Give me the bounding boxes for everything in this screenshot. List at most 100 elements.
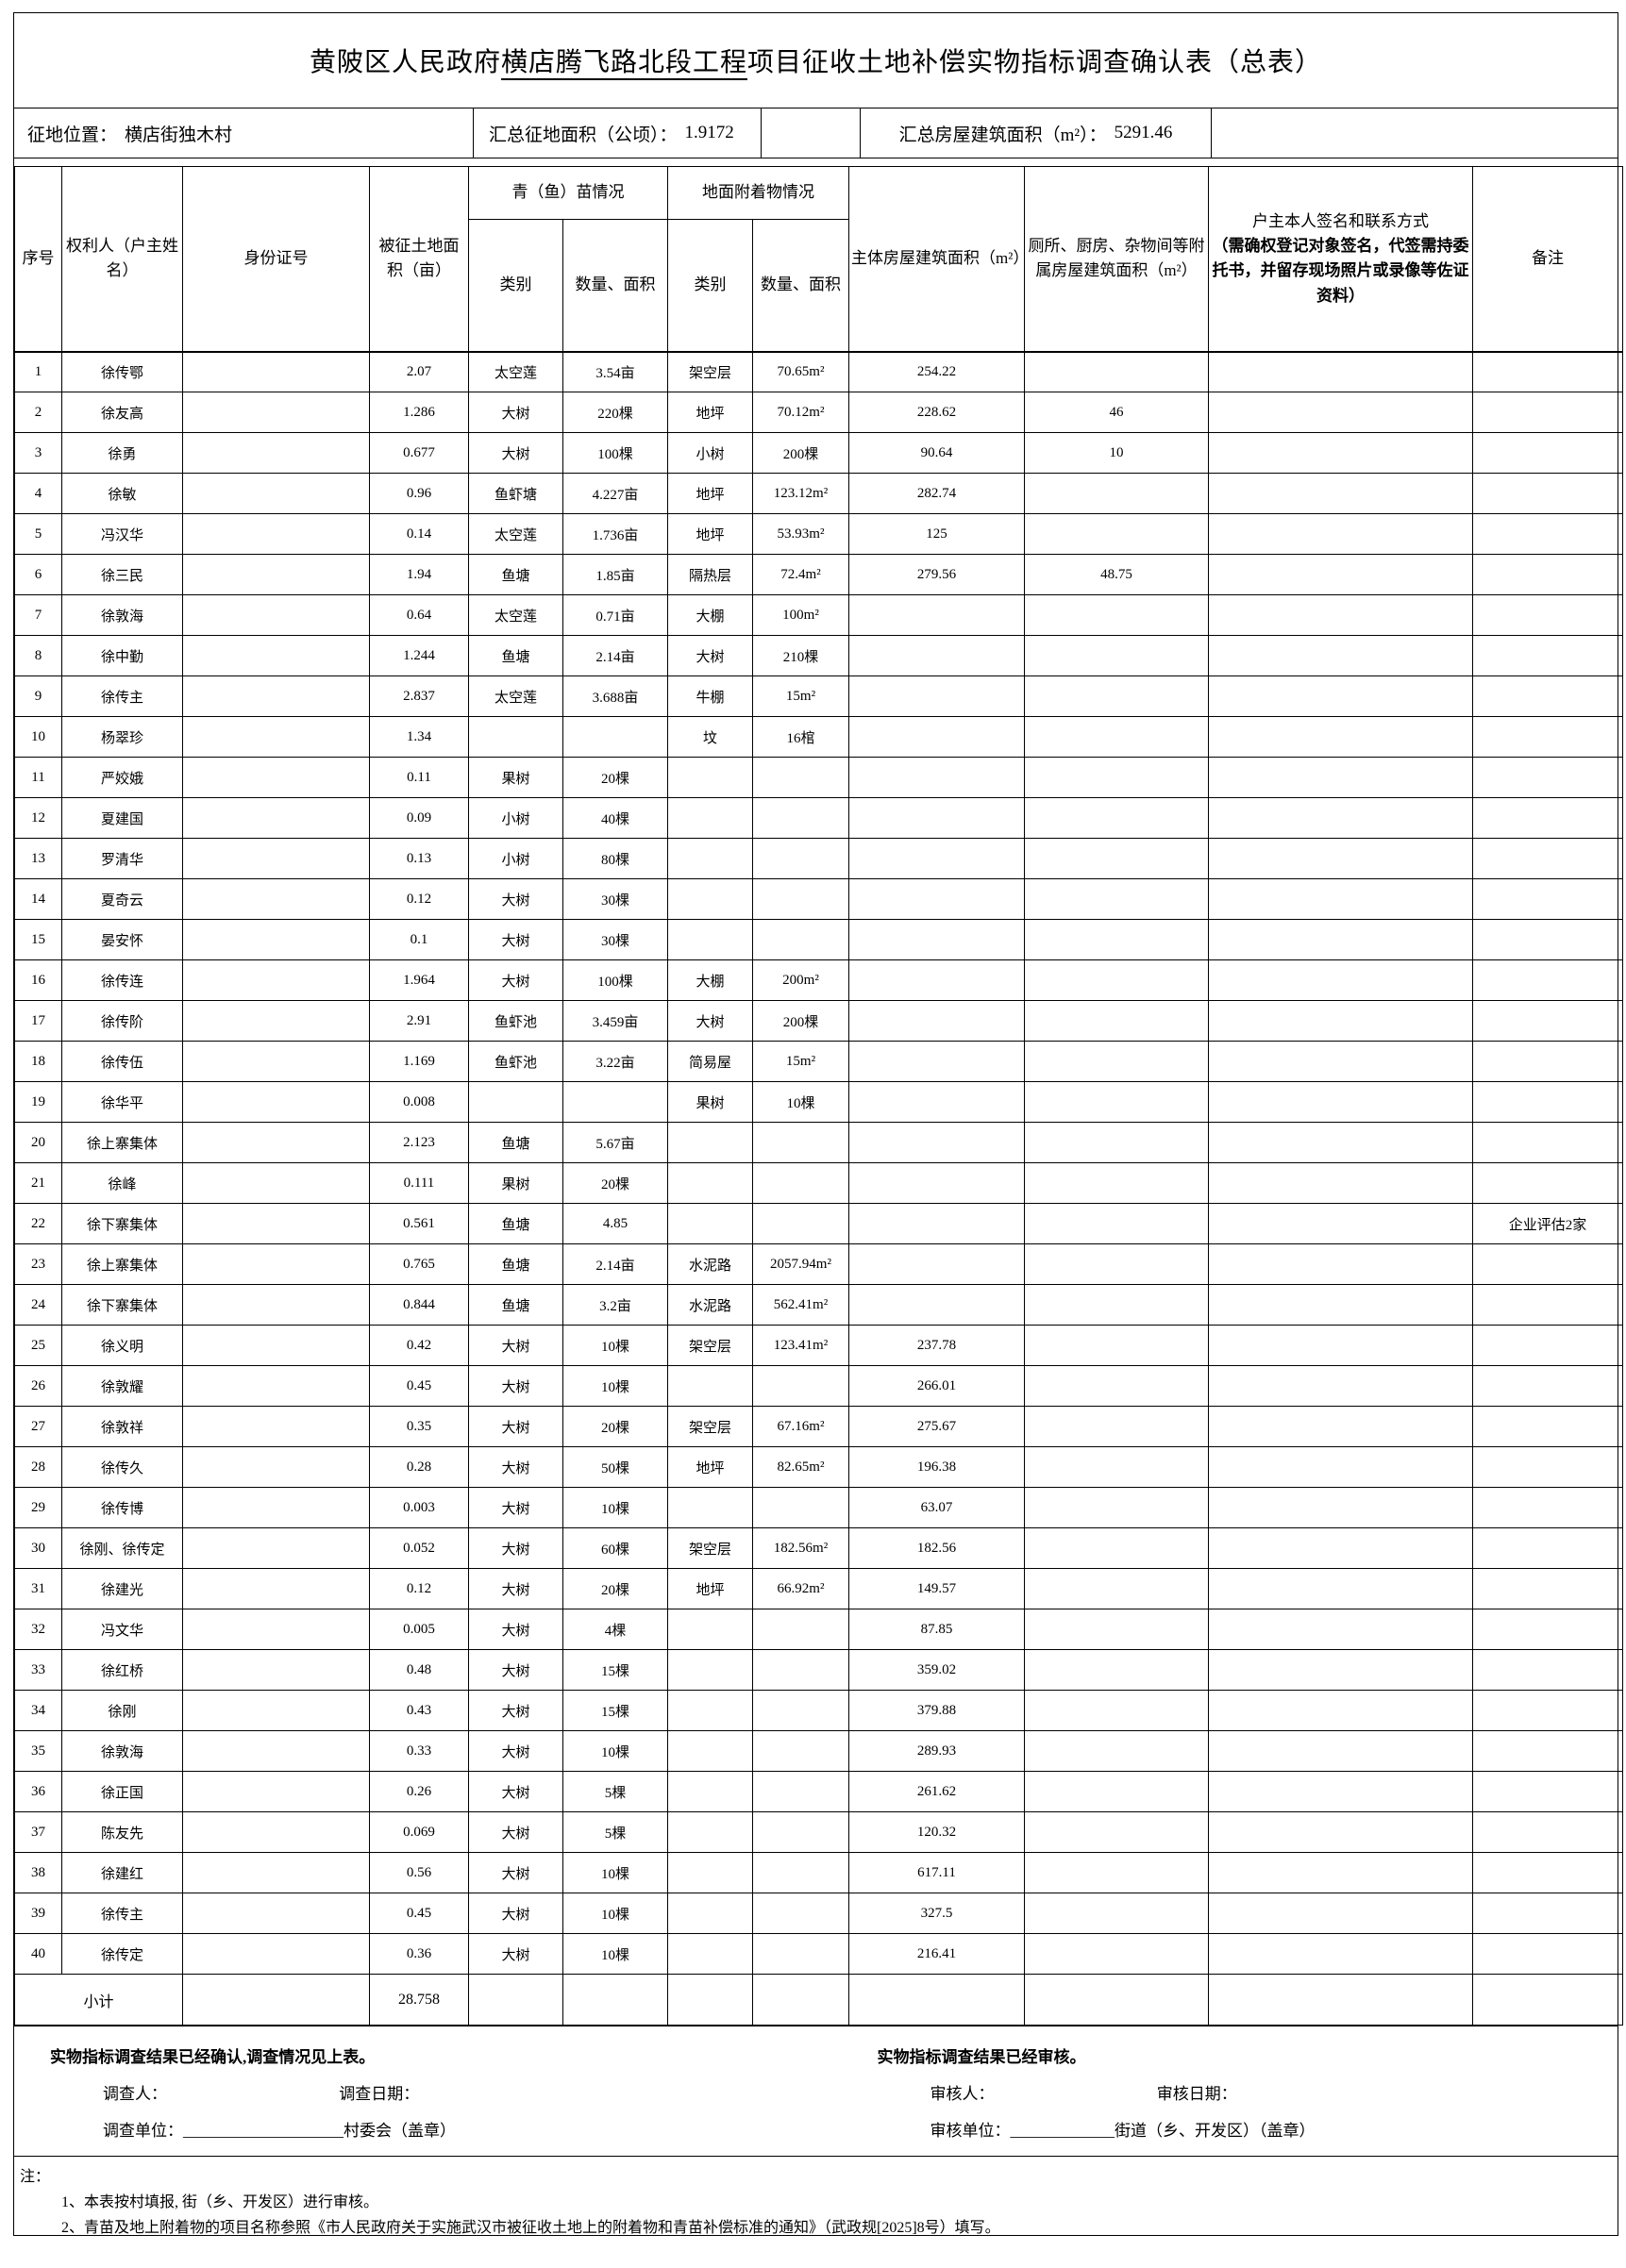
cell-main_area: 327.5 — [848, 1893, 1025, 1934]
cell-seq: 11 — [14, 757, 62, 798]
cell-land_area: 0.43 — [369, 1690, 469, 1731]
cell-main_area — [848, 959, 1025, 1001]
cell-crop_qty: 40棵 — [562, 797, 668, 839]
cell-land_area: 0.12 — [369, 1568, 469, 1609]
table-row: 38 徐建红 0.56 大树 10棵 617.11 — [14, 1852, 1623, 1893]
cell-main_area: 275.67 — [848, 1406, 1025, 1447]
cell-id_no — [182, 1446, 370, 1488]
table-row: 22 徐下寨集体 0.561 鱼塘 4.85 企业评估2家 — [14, 1203, 1623, 1244]
cell-land_area: 1.244 — [369, 635, 469, 676]
table-row: 7 徐敦海 0.64 太空莲 0.71亩 大棚 100m² — [14, 594, 1623, 636]
cell-remark — [1472, 392, 1623, 433]
cell-attach_type — [667, 838, 753, 879]
cell-attach_type: 地坪 — [667, 1446, 753, 1488]
cell-id_no — [182, 1325, 370, 1366]
cell-crop_type: 大树 — [468, 392, 563, 433]
table-row: 3 徐勇 0.677 大树 100棵 小树 200棵 90.64 10 — [14, 432, 1623, 474]
cell-attach_qty — [752, 1487, 849, 1528]
cell-attach_qty: 15m² — [752, 1041, 849, 1082]
cell-id_no — [182, 1487, 370, 1528]
cell-main_area: 120.32 — [848, 1811, 1025, 1853]
cell-main_area: 90.64 — [848, 432, 1025, 474]
cell-land_area: 0.48 — [369, 1649, 469, 1691]
cell-attach_type — [667, 878, 753, 920]
cell-crop_qty: 80棵 — [562, 838, 668, 879]
cell-signature — [1208, 1081, 1473, 1123]
cell-main_area: 149.57 — [848, 1568, 1025, 1609]
subtotal-id-cell — [182, 1974, 370, 2026]
cell-id_no — [182, 1893, 370, 1934]
cell-signature — [1208, 757, 1473, 798]
col-header-owner: 权利人（户主姓名） — [61, 166, 183, 353]
col-header-seq: 序号 — [14, 166, 62, 353]
cell-aux_area — [1024, 1771, 1209, 1812]
cell-attach_qty: 15m² — [752, 675, 849, 717]
cell-aux_area: 46 — [1024, 392, 1209, 433]
cell-signature — [1208, 716, 1473, 758]
col-header-attach-type: 类别 — [667, 219, 753, 353]
cell-remark — [1472, 1852, 1623, 1893]
cell-crop_qty: 30棵 — [562, 878, 668, 920]
cell-signature — [1208, 1690, 1473, 1731]
signature-section: 实物指标调查结果已经确认,调查情况见上表。 调查人： 调查日期： 调查单位：__… — [14, 2026, 1618, 2156]
cell-owner: 徐敏 — [61, 473, 183, 514]
cell-attach_qty — [752, 878, 849, 920]
cell-id_no — [182, 1771, 370, 1812]
cell-main_area: 617.11 — [848, 1852, 1025, 1893]
cell-aux_area — [1024, 838, 1209, 879]
cell-land_area: 0.45 — [369, 1893, 469, 1934]
cell-signature — [1208, 392, 1473, 433]
cell-land_area: 0.111 — [369, 1162, 469, 1204]
cell-attach_type — [667, 1365, 753, 1407]
cell-aux_area — [1024, 1243, 1209, 1285]
cell-main_area — [848, 635, 1025, 676]
cell-id_no — [182, 1527, 370, 1569]
cell-remark — [1472, 919, 1623, 960]
cell-id_no — [182, 919, 370, 960]
cell-attach_qty: 123.12m² — [752, 473, 849, 514]
cell-signature — [1208, 1122, 1473, 1163]
cell-attach_qty — [752, 1609, 849, 1650]
table-row: 12 夏建国 0.09 小树 40棵 — [14, 797, 1623, 839]
cell-seq: 9 — [14, 675, 62, 717]
review-unit-blank-line: _____________ — [1010, 2122, 1115, 2140]
cell-land_area: 0.052 — [369, 1527, 469, 1569]
subtotal-empty-cell — [752, 1974, 849, 2026]
table-row: 10 杨翠珍 1.34 坟 16棺 — [14, 716, 1623, 758]
cell-main_area: 63.07 — [848, 1487, 1025, 1528]
cell-crop_type: 果树 — [468, 1162, 563, 1204]
cell-aux_area — [1024, 1852, 1209, 1893]
cell-attach_type — [667, 1852, 753, 1893]
cell-seq: 23 — [14, 1243, 62, 1285]
summary-spacer-cell — [762, 108, 861, 158]
cell-signature — [1208, 554, 1473, 595]
cell-remark — [1472, 1893, 1623, 1934]
cell-aux_area — [1024, 1568, 1209, 1609]
cell-id_no — [182, 473, 370, 514]
cell-aux_area — [1024, 878, 1209, 920]
document-sheet: 黄陂区人民政府横店腾飞路北段工程项目征收土地补偿实物指标调查确认表（总表） 征地… — [13, 12, 1623, 2236]
cell-attach_type — [667, 1690, 753, 1731]
table-row: 27 徐敦祥 0.35 大树 20棵 架空层 67.16m² 275.67 — [14, 1406, 1623, 1447]
cell-signature — [1208, 959, 1473, 1001]
cell-land_area: 0.64 — [369, 594, 469, 636]
cell-attach_type: 地坪 — [667, 513, 753, 555]
cell-crop_qty: 3.2亩 — [562, 1284, 668, 1326]
cell-seq: 35 — [14, 1730, 62, 1772]
cell-crop_type: 鱼塘 — [468, 1122, 563, 1163]
cell-remark — [1472, 635, 1623, 676]
total-building-area-value: 5291.46 — [1114, 123, 1173, 142]
subtotal-empty-cell — [848, 1974, 1025, 2026]
land-location-label: 征地位置： — [27, 125, 118, 145]
cell-main_area — [848, 1243, 1025, 1285]
table-row: 18 徐传伍 1.169 鱼虾池 3.22亩 简易屋 15m² — [14, 1041, 1623, 1082]
cell-attach_type — [667, 1649, 753, 1691]
cell-attach_type — [667, 1162, 753, 1204]
cell-owner: 徐华平 — [61, 1081, 183, 1123]
cell-crop_type: 太空莲 — [468, 594, 563, 636]
subtotal-empty-cell — [1208, 1974, 1473, 2026]
cell-main_area — [848, 838, 1025, 879]
cell-attach_qty — [752, 1893, 849, 1934]
cell-id_no — [182, 1690, 370, 1731]
cell-crop_qty: 4棵 — [562, 1609, 668, 1650]
